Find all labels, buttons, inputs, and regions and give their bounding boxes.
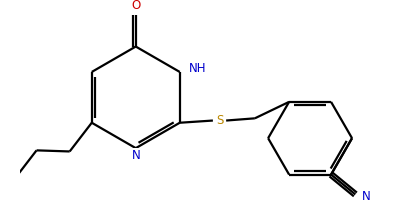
Text: N: N <box>362 190 371 203</box>
Text: NH: NH <box>189 62 206 75</box>
Text: N: N <box>131 149 140 162</box>
Text: S: S <box>216 114 223 127</box>
Text: O: O <box>131 0 140 12</box>
